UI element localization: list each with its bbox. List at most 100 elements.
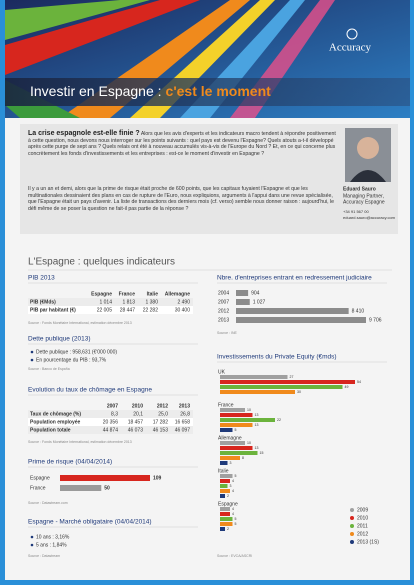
bar-label: France (30, 485, 46, 491)
legend-label: 2013 (1S) (357, 539, 379, 545)
person-name: Eduard Sauro (343, 186, 376, 192)
page: Accuracy Investir en Espagne :c'est le m… (0, 0, 414, 585)
bar (60, 485, 101, 491)
person-company: Accuracy Espagne (343, 199, 385, 205)
table-cell: 46 097 (175, 427, 191, 433)
bar (220, 418, 275, 422)
table-cell: 1 813 (122, 299, 135, 305)
bar (220, 385, 343, 389)
row-label: Taux de chômage (%) (30, 411, 81, 417)
value-label: 10 (247, 441, 251, 445)
table-cell: 18 457 (128, 419, 144, 425)
table-cell: 16 658 (175, 419, 191, 425)
value-label: 13 (255, 446, 259, 450)
title-main: Investir en Espagne : (30, 83, 162, 99)
bullet (31, 544, 34, 547)
group-label: UK (218, 369, 226, 375)
value-label: 4 (232, 479, 234, 483)
table-cell: 28 447 (120, 307, 136, 313)
row-label: PIB par habitant (€) (30, 307, 76, 313)
table-cell: 44 874 (103, 427, 119, 433)
table-cell: 2 490 (177, 299, 190, 305)
legend-swatch (350, 524, 354, 528)
value-label: 3 (230, 461, 232, 465)
bullet (31, 536, 34, 539)
group-label: Italie (218, 468, 229, 474)
bar (236, 308, 349, 314)
bar (220, 375, 288, 379)
portrait (345, 128, 391, 182)
bar (220, 461, 228, 465)
value-label: 4 (232, 489, 234, 493)
bar (220, 494, 225, 498)
intro-paragraph-1: La crise espagnole est-elle finie ? Alor… (28, 131, 336, 157)
table-cell: 22 282 (143, 307, 159, 313)
table-header: 2012 (157, 403, 168, 409)
panel-title: Nbre. d'entreprises entrant en redressem… (217, 275, 372, 282)
table-cell: 46 073 (128, 427, 144, 433)
bar (220, 446, 253, 450)
table-cell: 1 014 (99, 299, 112, 305)
legend-label: 2009 (357, 507, 368, 513)
table-cell: 20 356 (103, 419, 119, 425)
person-phone: +34 91 567 00 (343, 209, 369, 214)
intro-lead: La crise espagnole est-elle finie ? (28, 130, 140, 137)
row-label: Population totale (30, 427, 71, 433)
value-label: 8 410 (352, 308, 365, 314)
value-label: 10 (247, 408, 251, 412)
value-label: 49 (345, 385, 349, 389)
source: Source : Datastream (28, 554, 60, 558)
value-label: 3 (230, 484, 232, 488)
source: Source : Fonds Monétaire International, … (28, 321, 132, 325)
value-label: 5 (235, 474, 237, 478)
table-cell: 20,1 (133, 411, 143, 417)
panel-title: Prime de risque (04/04/2014) (28, 459, 112, 466)
bullet (31, 351, 34, 354)
legend-swatch (350, 532, 354, 536)
panel-title: Evolution du taux de chômage en Espagne (28, 387, 152, 394)
source: Source : Banco de España (28, 367, 70, 371)
bar-label: 2004 (218, 290, 229, 296)
bar (220, 489, 230, 493)
value-label: 9 706 (369, 317, 382, 323)
panel-title: PIB 2013 (28, 275, 55, 282)
value-label: 1 027 (253, 299, 266, 305)
panel-title: Espagne - Marché obligataire (04/04/2014… (28, 519, 152, 526)
bar-label: 2012 (218, 308, 229, 314)
table-cell: 26,8 (180, 411, 190, 417)
group-label: Espagne (218, 501, 238, 507)
header-image (5, 0, 410, 118)
value-label: 2 (227, 494, 229, 498)
section-title: L'Espagne : quelques indicateurs (28, 257, 175, 268)
list-item: En pourcentage du PIB : 93,7% (36, 357, 107, 363)
bar (220, 408, 245, 412)
value-label: 13 (255, 423, 259, 427)
bar (220, 484, 228, 488)
value-label: 4 (232, 512, 234, 516)
bar (220, 474, 233, 478)
table-header: Italie (147, 291, 159, 297)
legend-swatch (350, 516, 354, 520)
document: Accuracy Investir en Espagne :c'est le m… (0, 0, 414, 585)
table-cell: 1 380 (145, 299, 158, 305)
list-item: 5 ans : 1,84% (36, 542, 67, 548)
list-item: 10 ans : 3,16% (36, 534, 70, 540)
table-header: Allemagne (165, 291, 191, 297)
source: Source : INE (217, 331, 238, 335)
table-header: 2010 (132, 403, 143, 409)
table-cell: 30 400 (175, 307, 191, 313)
table-header: Espagne (91, 291, 112, 297)
source: Source : Datastream.com (28, 501, 68, 505)
title: Investir en Espagne :c'est le moment (30, 83, 271, 99)
bar (236, 317, 366, 323)
bullet (31, 359, 34, 362)
bar (220, 517, 233, 521)
bar (220, 441, 245, 445)
value-label: 2 (227, 527, 229, 531)
bar (220, 380, 355, 384)
value-label: 109 (153, 475, 162, 481)
table-header: 2013 (179, 403, 190, 409)
intro-paragraph-2: Il y a un an et demi, alors que la prime… (28, 186, 336, 212)
bar-label: 2007 (218, 299, 229, 305)
row-label: PIB (€Mds) (30, 299, 56, 305)
